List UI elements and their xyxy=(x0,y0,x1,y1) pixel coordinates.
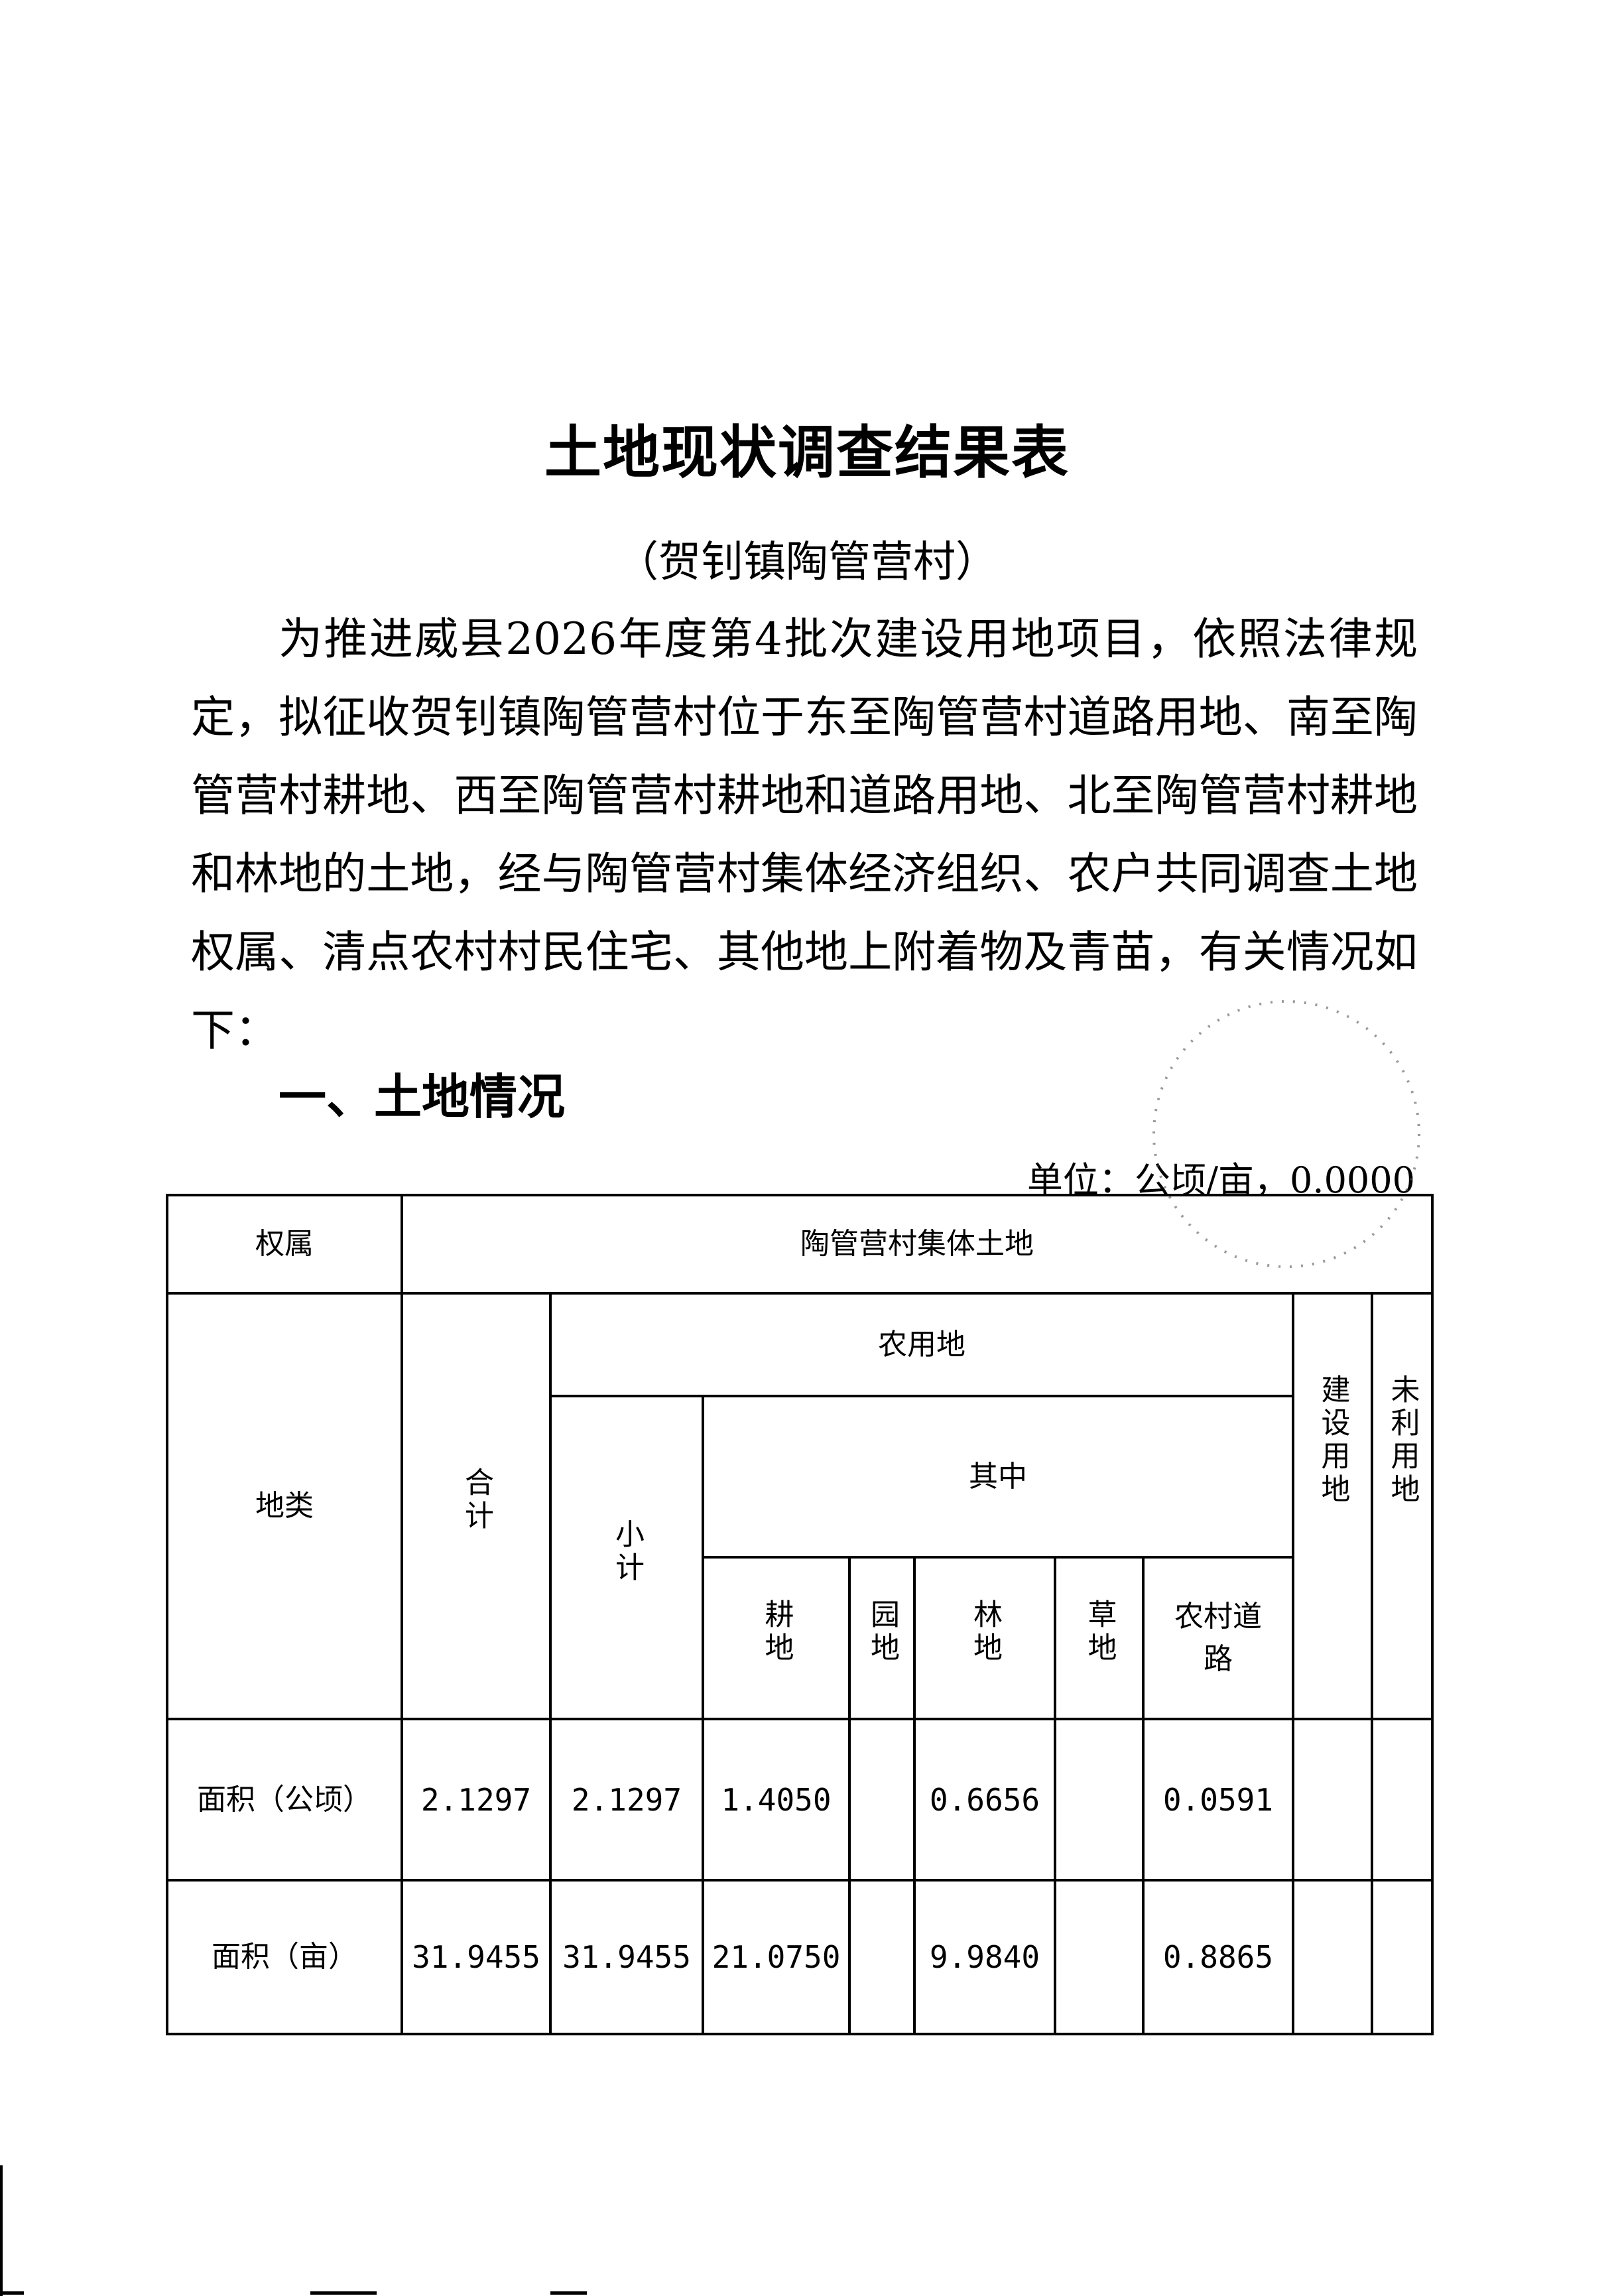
official-seal-stamp xyxy=(1152,1000,1420,1268)
cell-garden xyxy=(848,1879,916,2035)
scan-edge-line xyxy=(550,2291,587,2295)
cell-unused xyxy=(1370,1879,1434,2035)
cell-grassland xyxy=(1054,1718,1145,1881)
subtotal-header: 小计 xyxy=(610,1518,644,1585)
forest-header: 林地 xyxy=(968,1599,1002,1665)
cell-rural-road: 0.0591 xyxy=(1142,1718,1294,1881)
total-header: 合计 xyxy=(460,1467,493,1533)
cell-subtotal: 2.1297 xyxy=(549,1718,704,1881)
cell-total: 2.1297 xyxy=(401,1718,552,1881)
cell-unused xyxy=(1370,1718,1434,1881)
document-subtitle: （贺钊镇陶管营村） xyxy=(616,538,998,587)
cell-cultivated: 21.0750 xyxy=(702,1879,851,2035)
unused-header: 未利用地 xyxy=(1385,1374,1420,1507)
ownership-label: 权属 xyxy=(166,1194,403,1295)
scan-edge-line xyxy=(310,2291,377,2295)
land-status-table: 权属 陶管营村集体土地 地类 合计 农用地 建设用地 未利用地 小计 其中 耕地… xyxy=(166,1194,1434,2035)
scan-edge-line xyxy=(0,2165,3,2296)
cell-forest: 0.6656 xyxy=(913,1718,1056,1881)
cell-subtotal: 31.9455 xyxy=(549,1879,704,2035)
unit-note: 单位：公顷/亩，0.0000 xyxy=(1026,1159,1415,1201)
section-heading: 一、土地情况 xyxy=(279,1069,566,1125)
table-row: 面积（亩） 31.9455 31.9455 21.0750 9.9840 0.8… xyxy=(166,1879,1434,2035)
grassland-header: 草地 xyxy=(1082,1599,1117,1665)
cell-construction xyxy=(1292,1879,1373,2035)
cell-construction xyxy=(1292,1718,1373,1881)
agricultural-header: 农用地 xyxy=(549,1292,1294,1397)
cell-cultivated: 1.4050 xyxy=(702,1718,851,1881)
cultivated-header: 耕地 xyxy=(759,1599,794,1665)
cell-grassland xyxy=(1054,1879,1145,2035)
row-label: 面积（亩） xyxy=(166,1879,403,2035)
construction-header: 建设用地 xyxy=(1316,1374,1350,1507)
cell-forest: 9.9840 xyxy=(913,1879,1056,2035)
scan-edge-line xyxy=(0,2291,24,2295)
document-title: 土地现状调查结果表 xyxy=(544,420,1070,486)
of-which-header: 其中 xyxy=(702,1395,1294,1559)
garden-header: 园地 xyxy=(865,1599,899,1665)
intro-paragraph: 为推进威县2026年度第4批次建设用地项目，依照法律规定，拟征收贺钊镇陶管营村位… xyxy=(191,613,1418,1056)
cell-total: 31.9455 xyxy=(401,1879,552,2035)
table-row: 面积（公顷） 2.1297 2.1297 1.4050 0.6656 0.059… xyxy=(166,1718,1434,1881)
cell-rural-road: 0.8865 xyxy=(1142,1879,1294,2035)
cell-garden xyxy=(848,1718,916,1881)
ownership-value: 陶管营村集体土地 xyxy=(400,1194,1434,1295)
landtype-label: 地类 xyxy=(166,1292,403,1720)
row-label: 面积（公顷） xyxy=(166,1718,403,1881)
rural-road-header: 农村道路 xyxy=(1142,1556,1294,1720)
